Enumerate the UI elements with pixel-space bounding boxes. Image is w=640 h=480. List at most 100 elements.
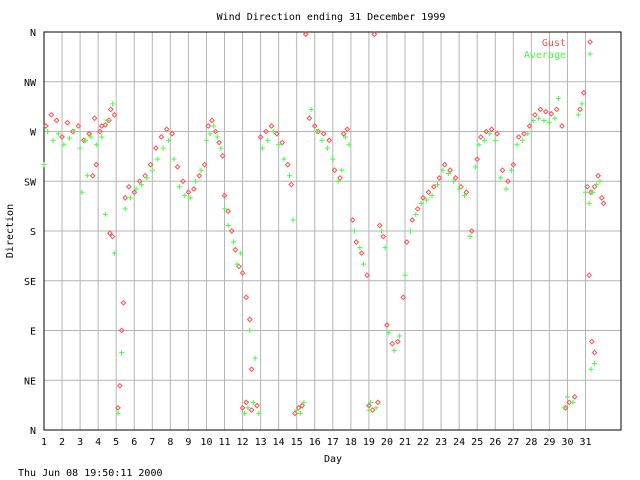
average-point	[397, 333, 403, 339]
gust-point	[353, 239, 360, 245]
gust-point	[89, 172, 96, 179]
gust-point	[75, 123, 82, 129]
x-tick-label: 10	[200, 437, 212, 448]
gust-point	[147, 161, 154, 168]
average-point	[77, 145, 83, 151]
gust-point	[263, 128, 269, 135]
average-point	[182, 193, 188, 199]
average-point	[319, 137, 325, 143]
average-point	[160, 145, 166, 151]
gust-point	[190, 186, 197, 192]
gust-point	[526, 123, 533, 129]
gust-point	[221, 192, 228, 199]
average-point	[586, 200, 592, 206]
average-point	[41, 162, 47, 168]
gust-point	[243, 294, 250, 301]
gust-point	[246, 316, 253, 323]
x-tick-label: 15	[291, 437, 303, 448]
x-axis-label: Day	[324, 454, 342, 465]
average-point	[498, 175, 504, 181]
average-point	[487, 131, 493, 137]
gust-point	[515, 134, 522, 140]
average-point	[525, 131, 531, 137]
gust-point	[102, 121, 109, 128]
average-point	[575, 112, 581, 118]
average-point	[593, 182, 599, 188]
average-point	[357, 245, 363, 251]
average-point	[250, 399, 256, 405]
x-tick-label: 29	[543, 437, 555, 448]
gust-point	[64, 119, 71, 126]
x-tick-label: 2	[59, 437, 65, 448]
x-tick-label: 7	[149, 437, 155, 448]
gust-point	[553, 106, 560, 113]
average-point	[579, 101, 585, 107]
average-point	[171, 156, 177, 162]
gust-point	[232, 246, 239, 253]
y-tick-label: SW	[24, 177, 37, 188]
average-point	[339, 167, 345, 173]
average-point	[541, 117, 547, 123]
average-point	[590, 189, 596, 195]
gust-point	[216, 139, 222, 146]
x-tick-label: 16	[309, 437, 321, 448]
average-point	[297, 410, 303, 416]
gust-point	[414, 205, 421, 212]
average-point	[564, 394, 570, 400]
gust-point	[591, 349, 598, 356]
x-tick-label: 14	[273, 437, 285, 448]
gust-point	[403, 239, 410, 245]
gust-point	[107, 106, 114, 113]
average-point	[286, 173, 292, 179]
average-point	[207, 131, 213, 137]
gust-point	[243, 399, 250, 406]
average-point	[270, 129, 276, 134]
gust-point	[394, 338, 401, 345]
average-point	[570, 399, 576, 405]
average-point	[492, 137, 498, 143]
gust-point	[306, 115, 313, 122]
average-point	[256, 410, 262, 416]
gust-point	[116, 382, 123, 389]
average-point	[481, 137, 487, 143]
gust-point	[521, 130, 528, 137]
gust-point	[158, 134, 165, 140]
x-tick-label: 21	[399, 437, 411, 448]
y-tick-label: S	[30, 227, 36, 238]
average-point	[351, 228, 357, 234]
average-point	[99, 134, 105, 140]
gust-point	[53, 117, 60, 124]
average-point	[301, 399, 307, 405]
x-tick-label: 20	[381, 437, 393, 448]
y-tick-label: NE	[24, 376, 36, 387]
gust-point	[257, 134, 264, 140]
average-point	[187, 195, 193, 201]
gust-point	[239, 404, 246, 411]
average-point	[102, 211, 108, 217]
gust-point	[196, 172, 203, 179]
average-point	[561, 405, 567, 411]
average-point	[308, 106, 314, 112]
gust-point	[125, 183, 132, 190]
average-point	[149, 167, 155, 173]
gust-point	[494, 130, 500, 137]
gust-point	[499, 167, 506, 174]
gust-point	[548, 110, 555, 117]
gust-point	[115, 404, 121, 411]
average-point	[588, 366, 594, 372]
gust-point	[299, 402, 306, 409]
average-point	[245, 405, 251, 411]
gust-point	[86, 130, 93, 137]
gust-point	[358, 250, 365, 257]
x-tick-label: 9	[185, 437, 191, 448]
gust-point	[109, 233, 116, 240]
gust-point	[248, 366, 255, 373]
average-point	[252, 355, 258, 361]
y-tick-label: N	[30, 426, 36, 437]
average-point	[402, 272, 408, 278]
axes	[43, 31, 622, 431]
gust-point	[447, 167, 454, 174]
average-point	[456, 186, 462, 192]
